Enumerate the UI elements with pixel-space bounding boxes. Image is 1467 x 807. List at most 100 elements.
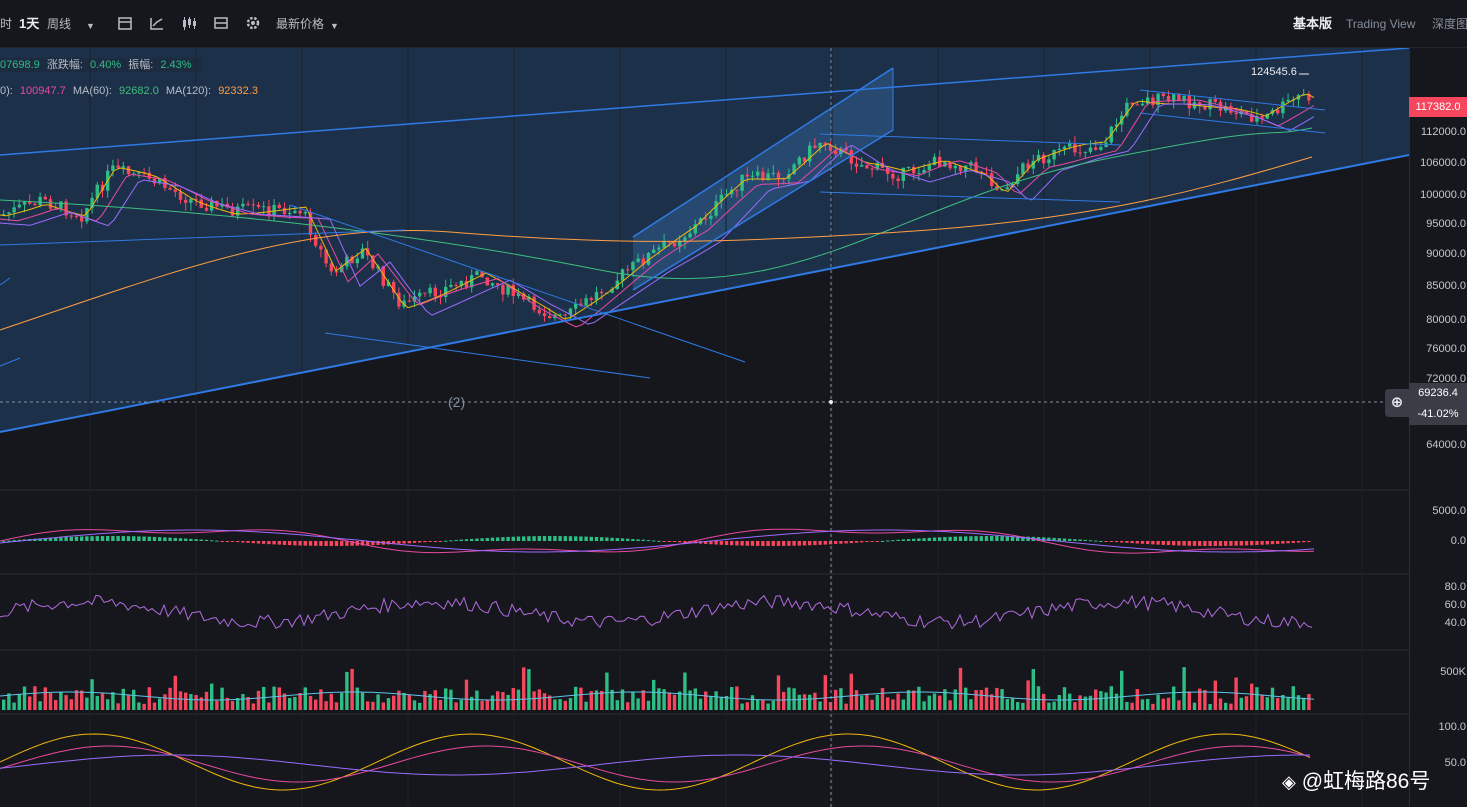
candle-body: [844, 148, 848, 151]
candle-body: [626, 269, 630, 271]
volume-bar: [912, 690, 916, 710]
price-tick: 112000.0: [1420, 126, 1466, 138]
price-tick: 95000.0: [1426, 218, 1466, 230]
price-source-dropdown-icon[interactable]: ▼: [330, 21, 339, 31]
macd-bar: [511, 536, 515, 541]
candle-body: [444, 286, 448, 297]
macd-bar: [901, 539, 905, 541]
view-tradingview-tab[interactable]: Trading View: [1346, 17, 1416, 31]
candle-body: [189, 198, 193, 203]
ohlc-legend: 07698.9 涨跌幅: 0.40% 振幅: 2.43%: [0, 58, 202, 72]
volume-bar: [1172, 686, 1176, 710]
volume-bar: [1182, 667, 1186, 710]
view-basic-tab[interactable]: 基本版: [1293, 16, 1333, 31]
template-icon[interactable]: [212, 14, 230, 32]
volume-bar: [1151, 703, 1155, 710]
candle-body: [1052, 149, 1056, 160]
calendar-icon[interactable]: [116, 14, 134, 32]
volume-bar: [579, 687, 583, 710]
candle-body: [350, 256, 354, 264]
interval-hour[interactable]: 时: [0, 17, 13, 31]
volume-bar: [1177, 700, 1181, 710]
candle-type-icon[interactable]: [180, 14, 198, 32]
volume-bar: [1234, 677, 1238, 710]
candle-body: [620, 269, 625, 281]
macd-bar: [1109, 541, 1113, 542]
interval-dropdown-icon[interactable]: ▼: [86, 21, 95, 31]
add-plus-icon[interactable]: ⊕: [1385, 389, 1409, 417]
volume-bar: [527, 669, 531, 710]
macd-bar: [204, 539, 209, 541]
volume-tick: 500K: [1440, 666, 1466, 678]
interval-1d[interactable]: 1天: [19, 16, 40, 31]
macd-bar: [662, 541, 666, 542]
macd-bar: [423, 541, 427, 543]
volume-bar: [303, 687, 307, 710]
volume-bar: [834, 689, 838, 710]
macd-bar: [553, 536, 557, 541]
price-chart[interactable]: [0, 48, 1409, 807]
volume-bar: [943, 689, 947, 710]
candle-body: [693, 224, 697, 234]
price-source-select[interactable]: 最新价格: [276, 17, 325, 31]
macd-bar: [43, 538, 47, 541]
interval-week[interactable]: 周线: [47, 17, 72, 31]
price-axis[interactable]: 112000.0 106000.0 100000.0 95000.0 90000…: [1409, 48, 1467, 807]
volume-bar: [995, 687, 999, 710]
candle-body: [407, 300, 411, 302]
candle-body: [293, 210, 297, 213]
candle-body: [184, 199, 188, 203]
candle-body: [667, 241, 671, 243]
volume-bar: [480, 700, 484, 710]
volume-bar: [865, 693, 869, 710]
volume-bar: [392, 695, 396, 710]
volume-bar: [454, 702, 458, 710]
candle-body: [511, 284, 515, 296]
indicator-icon[interactable]: [148, 14, 166, 32]
settings-icon[interactable]: [244, 14, 262, 32]
binance-logo-icon: ◈: [1282, 772, 1296, 792]
candle-body: [43, 196, 47, 200]
ma-line-green: [0, 127, 1313, 280]
volume-bar: [1083, 696, 1087, 710]
volume-bar: [808, 694, 812, 710]
lower-channel-line: [0, 154, 1409, 433]
volume-bar: [1187, 691, 1191, 710]
macd-bar: [1073, 539, 1077, 541]
candle-body: [22, 201, 27, 205]
macd-bar: [927, 537, 931, 541]
candle-body: [100, 184, 105, 191]
candle-body: [80, 216, 84, 222]
candle-body: [1146, 97, 1150, 104]
close-value: 07698.9: [0, 59, 40, 71]
macd-bar: [782, 541, 786, 546]
ma-line-orange: [0, 156, 1313, 331]
volume-bar: [366, 701, 370, 710]
macd-bar: [771, 541, 775, 546]
candle-body: [1208, 99, 1212, 110]
macd-bar: [251, 541, 255, 544]
candle-body: [210, 200, 214, 211]
volume-bar: [787, 687, 791, 710]
macd-bar: [875, 541, 879, 542]
macd-bar: [1244, 541, 1249, 546]
macd-bar: [834, 541, 838, 545]
volume-bar: [490, 695, 495, 710]
price-tick: 76000.0: [1426, 343, 1466, 355]
candle-body: [199, 199, 203, 208]
macd-bar: [366, 541, 370, 546]
candle-body: [615, 280, 619, 289]
volume-bar: [1286, 697, 1290, 710]
macd-bar: [85, 536, 89, 541]
macd-bar: [1068, 538, 1072, 541]
volume-bar: [849, 673, 853, 710]
view-depth-tab[interactable]: 深度图: [1432, 17, 1467, 31]
volume-bar: [142, 703, 146, 710]
macd-bar: [730, 541, 734, 546]
candle-body: [95, 184, 99, 198]
macd-tick: 0.0: [1450, 535, 1466, 547]
candle-body: [917, 172, 921, 174]
macd-bar: [1161, 541, 1165, 545]
volume-bar: [386, 698, 391, 710]
upper-channel-line: [0, 48, 1409, 156]
